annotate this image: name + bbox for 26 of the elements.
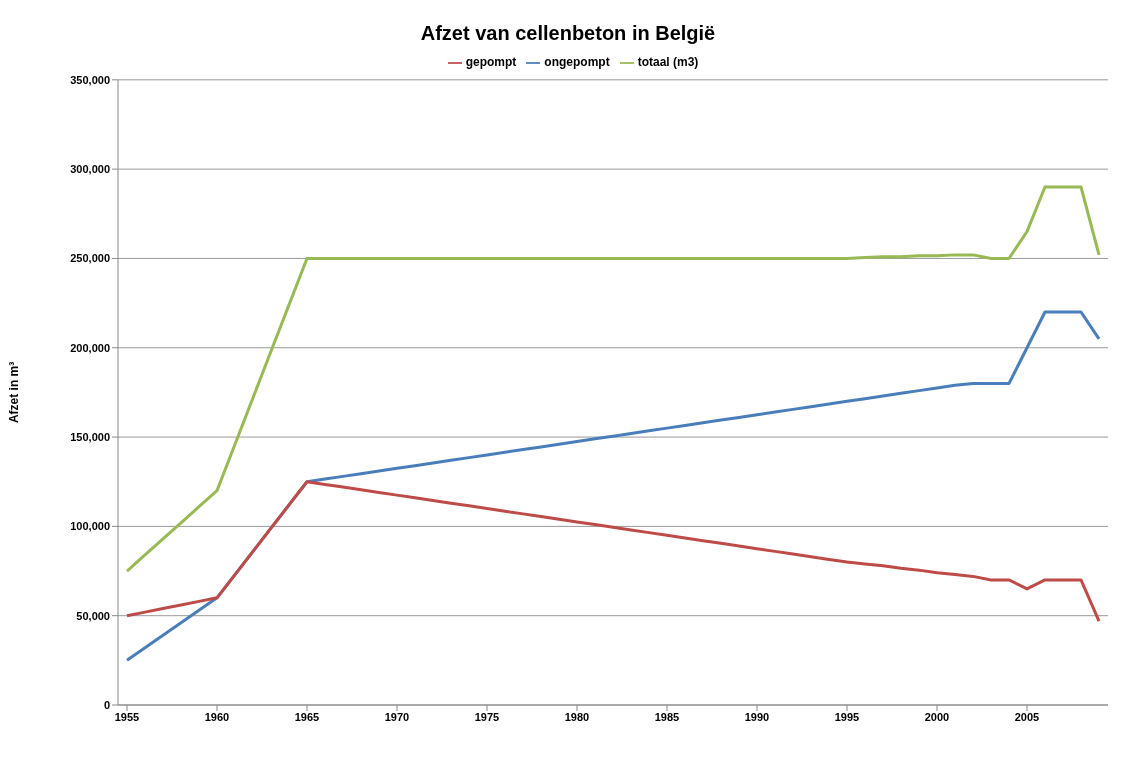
x-tick-label: 2005 <box>1014 710 1040 723</box>
x-tick-label: 1955 <box>114 710 140 723</box>
x-tick-label: 2000 <box>924 710 950 723</box>
x-tick-label: 1960 <box>204 710 230 723</box>
chart-title: Afzet van cellenbeton in België <box>419 21 717 45</box>
y-tick-label: 350,000 <box>70 73 110 86</box>
y-tick-label: 100,000 <box>70 520 110 533</box>
x-tick-label: 1970 <box>384 710 410 723</box>
legend-label: ongepompt <box>544 55 610 69</box>
y-tick-label: 150,000 <box>70 430 110 443</box>
y-tick-label: 250,000 <box>70 252 110 265</box>
legend-label: gepompt <box>465 55 517 69</box>
x-tick-label: 1980 <box>564 710 590 723</box>
line-series <box>125 185 1101 573</box>
x-tick-label: 1965 <box>294 710 320 723</box>
y-tick-label: 300,000 <box>70 163 110 176</box>
x-tick-label: 1995 <box>834 710 860 723</box>
x-tick-label: 1975 <box>474 710 500 723</box>
y-axis-title: Afzet in m³ <box>7 361 21 424</box>
y-tick-label: 50,000 <box>76 609 110 622</box>
y-tick-label: 0 <box>103 698 110 711</box>
x-tick-label: 1990 <box>744 710 770 723</box>
legend-label: totaal (m3) <box>637 55 699 69</box>
y-tick-label: 200,000 <box>70 341 110 354</box>
x-tick-label: 1985 <box>654 710 680 723</box>
line-series <box>125 480 1101 623</box>
